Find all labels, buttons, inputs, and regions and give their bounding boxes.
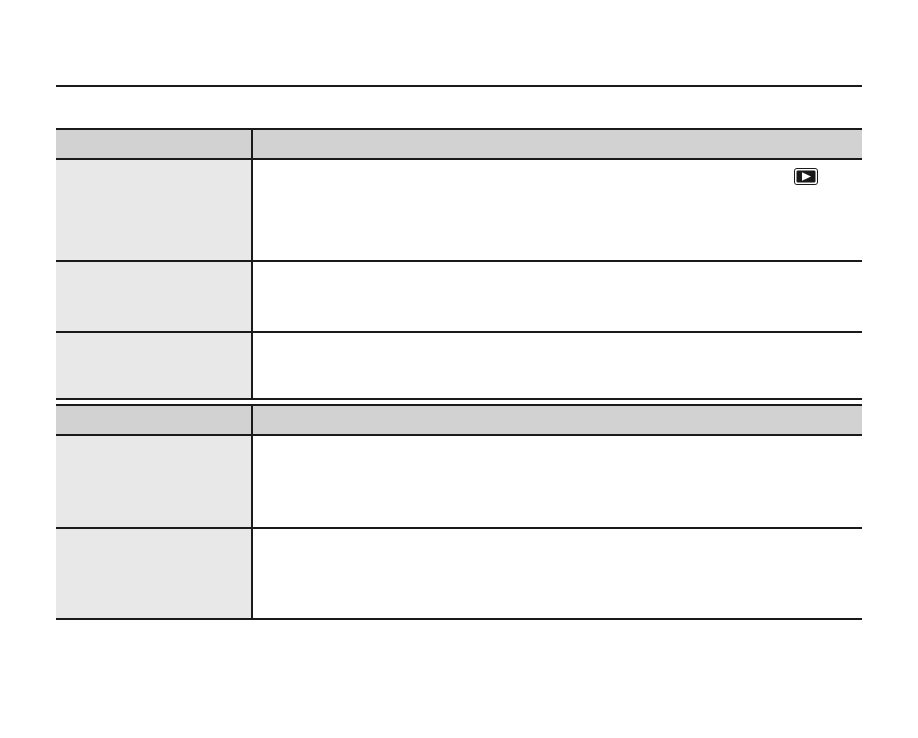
cell-description	[263, 269, 852, 270]
cell-label	[66, 340, 243, 341]
table-one-row-1-key	[56, 159, 253, 262]
play-mode-icon	[794, 168, 818, 185]
page-footer	[56, 650, 862, 680]
table-two-column-header-value	[252, 405, 862, 436]
cell-description	[263, 536, 852, 537]
table-one-head	[56, 129, 862, 160]
table-row	[56, 435, 862, 529]
cell-description	[263, 167, 852, 168]
table-two-body	[56, 435, 862, 619]
table-header-row	[56, 129, 862, 160]
table-row	[56, 261, 862, 333]
table-two-column-header-key	[56, 405, 253, 436]
table-two-head	[56, 405, 862, 436]
table-one-body	[56, 159, 862, 399]
specification-table-two	[56, 404, 862, 620]
header-divider	[56, 85, 862, 87]
cell-label	[66, 167, 243, 168]
cell-description	[263, 340, 852, 341]
cell-label	[66, 269, 243, 270]
table-row	[56, 332, 862, 399]
table-two-row-2-value	[252, 528, 862, 619]
table-one-column-header-value	[252, 129, 862, 160]
page-header	[56, 28, 862, 78]
table-row	[56, 528, 862, 619]
cell-label	[66, 536, 243, 537]
table-two-row-1-value	[252, 435, 862, 529]
table-two-row-1-key	[56, 435, 253, 529]
cell-description	[263, 443, 852, 444]
specification-table-one	[56, 128, 862, 400]
table-one-row-3-value	[252, 332, 862, 399]
table-one-row-2-value	[252, 261, 862, 333]
table-one-row-1-value	[252, 159, 862, 262]
table-two-row-2-key	[56, 528, 253, 619]
table-row	[56, 159, 862, 262]
cell-label	[66, 443, 243, 444]
table-header-row	[56, 405, 862, 436]
table-one-row-2-key	[56, 261, 253, 333]
table-one-row-3-key	[56, 332, 253, 399]
table-one-column-header-key	[56, 129, 253, 160]
